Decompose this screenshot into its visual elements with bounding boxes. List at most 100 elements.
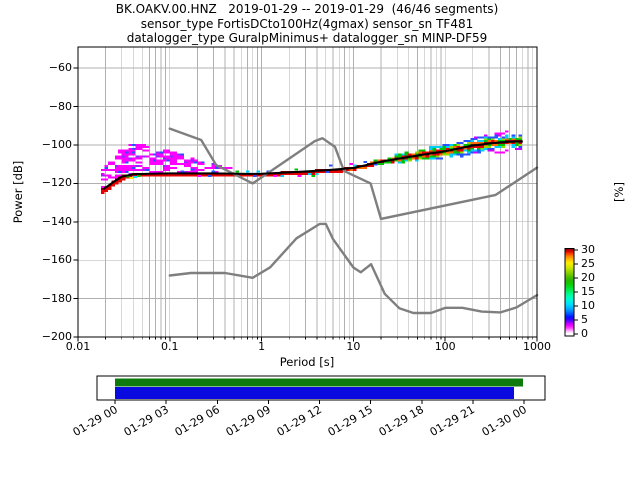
psd-histogram-cell [435,157,440,160]
psd-histogram-cell [163,159,167,162]
psd-histogram-cell [101,174,105,177]
psd-histogram-cell [256,174,260,177]
psd-histogram-cell [494,132,499,135]
psd-histogram-cell [132,167,136,169]
psd-histogram-cell [466,151,471,154]
psd-histogram-cell [187,165,191,168]
psd-histogram-cell [111,163,115,166]
psd-histogram-cell [501,144,505,146]
psd-histogram-cell [259,174,264,177]
psd-histogram-cell [311,175,316,178]
psd-histogram-cell [149,159,153,162]
psd-histogram-cell [159,155,164,158]
psd-histogram-cell [139,155,143,158]
psd-histogram-cell [104,178,108,181]
y-tick-label: −100 [41,137,72,151]
psd-histogram-cell [304,172,309,175]
psd-histogram-cell [442,145,447,148]
psd-histogram-cell [125,151,129,154]
psd-histogram-cell [494,144,499,146]
colorbar-gradient-segment [565,292,574,294]
colorbar-gradient-segment [565,252,574,254]
psd-histogram-cell [252,175,257,178]
percent-axis-label: [%] [612,182,626,202]
psd-histogram-cell [129,177,133,179]
psd-histogram-cell [176,157,181,160]
psd-histogram-cell [311,172,316,175]
psd-histogram-cell [118,165,122,168]
psd-histogram-cell [518,145,523,148]
psd-histogram-cell [204,167,209,169]
psd-histogram-cell [173,167,178,169]
psd-histogram-cell [349,162,354,165]
colorbar-gradient-segment [565,308,574,310]
psd-histogram-cell [159,170,164,173]
psd-histogram-cell [428,149,433,152]
psd-histogram-cell [170,157,174,160]
psd-histogram-cell [132,157,136,160]
psd-histogram-cell [118,167,122,169]
psd-histogram-cell [432,145,436,148]
psd-histogram-cell [118,157,122,160]
psd-histogram-cell [211,170,215,173]
psd-histogram-cell [170,159,174,162]
psd-histogram-cell [473,145,478,148]
psd-histogram-cell [501,151,505,154]
psd-histogram-cell [332,170,336,173]
psd-histogram-cell [470,142,474,145]
psd-histogram-cell [242,174,247,177]
psd-histogram-cell [173,151,178,154]
colorbar-gradient-segment [565,294,574,296]
x-tick-label: 1 [258,340,266,353]
psd-histogram-cell [183,163,188,166]
colorbar-gradient-segment [565,285,574,287]
colorbar-gradient-segment [565,280,574,282]
psd-histogram-cell [463,144,467,146]
psd-histogram-cell [487,138,492,141]
colorbar-gradient-segment [565,306,574,308]
psd-histogram-cell [197,168,202,171]
psd-histogram-cell [425,151,429,154]
colorbar-gradient-segment [565,257,574,259]
psd-histogram-cell [180,155,184,158]
psd-histogram-cell [114,168,119,171]
psd-histogram-cell [142,144,146,146]
colorbar-gradient-segment [565,312,574,314]
psd-histogram-cell [125,167,129,169]
psd-histogram-cell [432,153,436,156]
psd-histogram-cell [497,144,502,146]
psd-histogram-cell [176,153,181,156]
colorbar-gradient-segment [565,250,574,252]
psd-histogram-cell [335,170,340,173]
colorbar-gradient-segment [565,277,574,279]
psd-histogram-cell [159,151,164,154]
psd-histogram-cell [484,147,488,150]
psd-histogram-cell [125,159,129,162]
psd-histogram-cell [418,155,423,158]
psd-histogram-cell [190,159,195,162]
psd-histogram-cell [239,174,243,177]
psd-histogram-cell [156,163,160,166]
psd-histogram-cell [111,161,115,164]
colorbar-gradient-segment [565,331,574,333]
psd-histogram-cell [190,167,195,169]
psd-histogram-cell [435,153,440,156]
psd-histogram-cell [494,151,499,154]
colorbar-gradient-segment [565,310,574,312]
psd-histogram-cell [270,174,274,177]
psd-histogram-cell [497,134,502,137]
psd-histogram-cell [422,151,426,154]
colorbar-gradient-segment [565,290,574,292]
psd-histogram-cell [390,157,395,160]
psd-histogram-cell [415,153,419,156]
psd-histogram-cell [107,176,112,179]
psd-histogram-cell [135,144,140,146]
psd-histogram-cell [145,168,150,171]
colorbar-gradient-segment [565,273,574,275]
psd-histogram-cell [497,140,502,143]
psd-histogram-cell [484,145,488,148]
psd-histogram-cell [466,147,471,150]
psd-histogram-cell [101,190,105,193]
psd-histogram-cell [128,147,133,150]
psd-histogram-cell [463,153,467,156]
